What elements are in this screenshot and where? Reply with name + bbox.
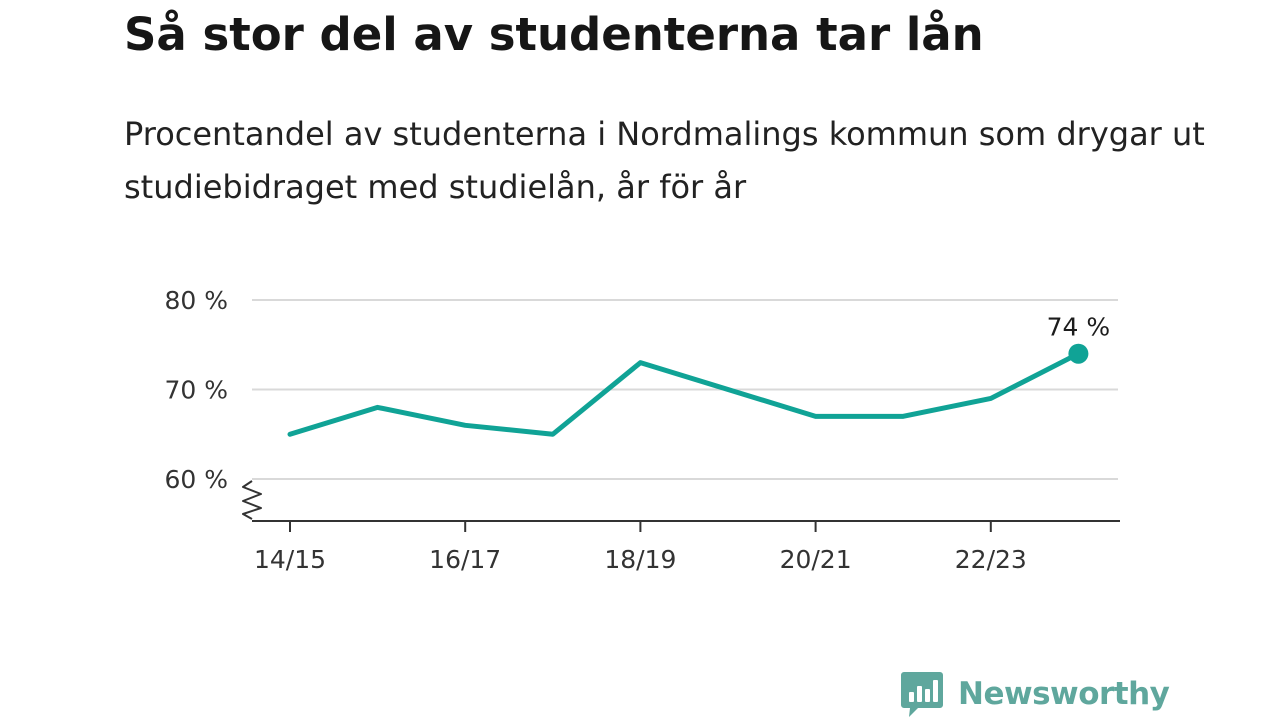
chart-title: Så stor del av studenterna tar lån xyxy=(124,8,984,61)
bar-chart-speech-bubble-icon xyxy=(901,672,943,717)
chart-subtitle: Procentandel av studenterna i Nordmaling… xyxy=(124,115,1205,206)
y-tick-label: 70 % xyxy=(164,376,228,405)
x-tick-label: 16/17 xyxy=(429,545,501,574)
brand-logo: Newsworthy xyxy=(900,668,1170,720)
x-tick-label: 22/23 xyxy=(955,545,1027,574)
brand-name: Newsworthy xyxy=(958,676,1170,712)
series-line xyxy=(287,351,1081,437)
end-value-label: 74 % xyxy=(1047,313,1111,342)
y-tick-label: 60 % xyxy=(164,465,228,494)
x-tick-label: 14/15 xyxy=(254,545,326,574)
y-axis-break xyxy=(242,480,262,520)
x-tick-label: 18/19 xyxy=(604,545,676,574)
x-tick-label: 20/21 xyxy=(780,545,852,574)
y-tick-label: 80 % xyxy=(164,286,228,315)
end-point-marker xyxy=(1068,343,1089,364)
